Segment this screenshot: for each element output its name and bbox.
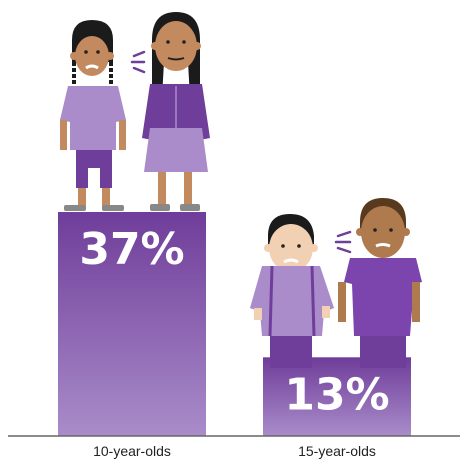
value-label: 13%	[284, 369, 389, 420]
category-label: 15-year-olds	[298, 443, 376, 459]
bar-15-year-olds	[263, 357, 411, 436]
boy-in-purple-shirt-figure	[338, 198, 422, 368]
bar-10-year-olds	[58, 212, 206, 436]
attention-lines-icon	[130, 50, 146, 74]
value-label: 37%	[79, 224, 184, 275]
category-label: 10-year-olds	[93, 443, 171, 459]
attention-lines-icon	[334, 230, 352, 254]
boy-in-lavender-shirt-figure	[250, 214, 334, 368]
girl-with-braids-figure	[60, 20, 126, 211]
girl-in-dress-figure	[142, 12, 210, 211]
